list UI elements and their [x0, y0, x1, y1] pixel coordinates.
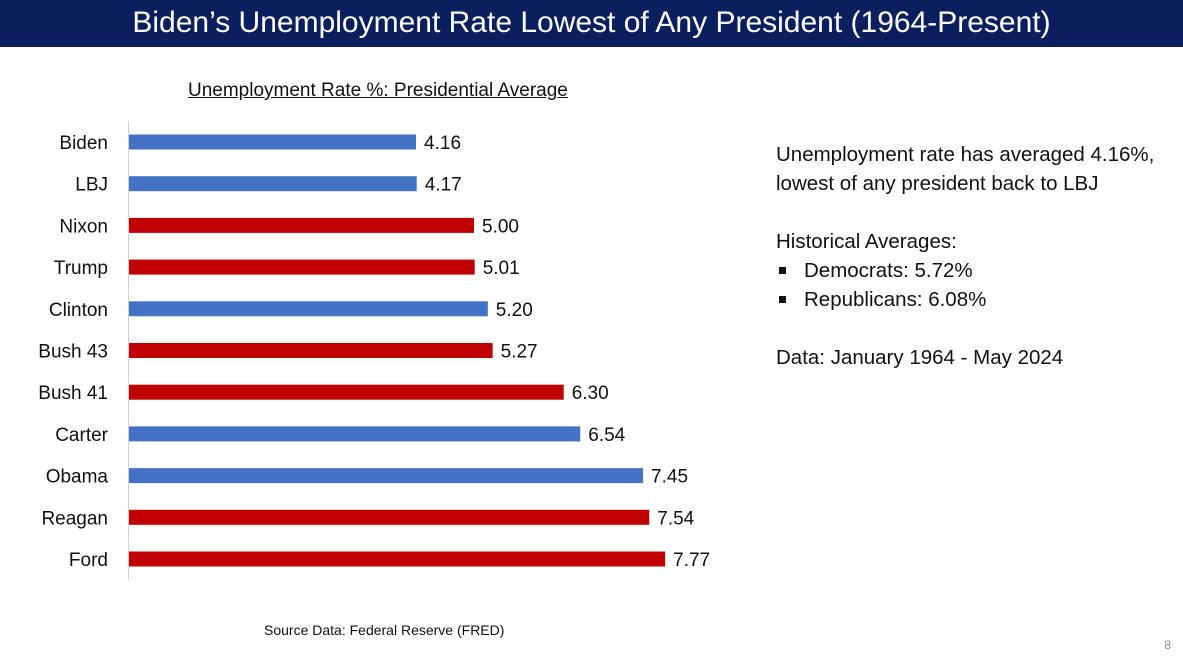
value-label: 4.16 — [424, 133, 461, 154]
category-label: Bush 41 — [38, 383, 108, 404]
value-label: 5.20 — [496, 300, 533, 321]
bar-trump — [129, 259, 475, 275]
bar-carter — [129, 426, 581, 442]
value-label: 6.30 — [572, 383, 609, 404]
historical-list: Democrats: 5.72% Republicans: 6.08% — [776, 256, 1156, 314]
value-label: 6.54 — [588, 425, 625, 446]
bar-reagan — [129, 509, 650, 525]
historical-item-democrats: Democrats: 5.72% — [776, 256, 1156, 285]
value-label: 7.45 — [651, 467, 688, 488]
category-label: Reagan — [41, 508, 108, 529]
bar-bush-41 — [129, 384, 564, 400]
bar-clinton — [129, 301, 488, 317]
source-note: Source Data: Federal Reserve (FRED) — [264, 622, 505, 638]
bar-obama — [129, 468, 644, 484]
category-label: Obama — [46, 467, 109, 488]
bar-nixon — [129, 217, 474, 233]
value-label: 5.27 — [501, 342, 538, 363]
slide-title: Biden’s Unemployment Rate Lowest of Any … — [0, 0, 1183, 47]
summary-text: Unemployment rate has averaged 4.16%, lo… — [776, 143, 1155, 195]
historical-item-republicans: Republicans: 6.08% — [776, 285, 1156, 314]
bar-biden — [129, 134, 417, 150]
bar-lbj — [129, 176, 417, 192]
chart-title: Unemployment Rate %: Presidential Averag… — [188, 80, 568, 101]
value-label: 4.17 — [425, 175, 462, 196]
value-label: 5.01 — [483, 258, 520, 279]
category-label: Nixon — [59, 216, 108, 237]
side-notes: Unemployment rate has averaged 4.16%, lo… — [776, 140, 1156, 401]
bar-bush-43 — [129, 343, 493, 358]
bar-ford — [129, 551, 666, 567]
category-label: Ford — [69, 550, 108, 571]
category-label: Biden — [59, 133, 108, 154]
category-label: Carter — [55, 425, 108, 446]
page-number: 8 — [1164, 638, 1171, 652]
value-label: 5.00 — [482, 216, 519, 237]
value-label: 7.54 — [657, 508, 694, 529]
category-label: Trump — [54, 258, 108, 279]
category-label: LBJ — [75, 175, 108, 196]
value-label: 7.77 — [673, 550, 710, 571]
data-range-text: Data: January 1964 - May 2024 — [776, 346, 1064, 369]
historical-heading: Historical Averages: — [776, 230, 957, 253]
category-label: Bush 43 — [38, 342, 108, 363]
category-label: Clinton — [49, 300, 108, 321]
